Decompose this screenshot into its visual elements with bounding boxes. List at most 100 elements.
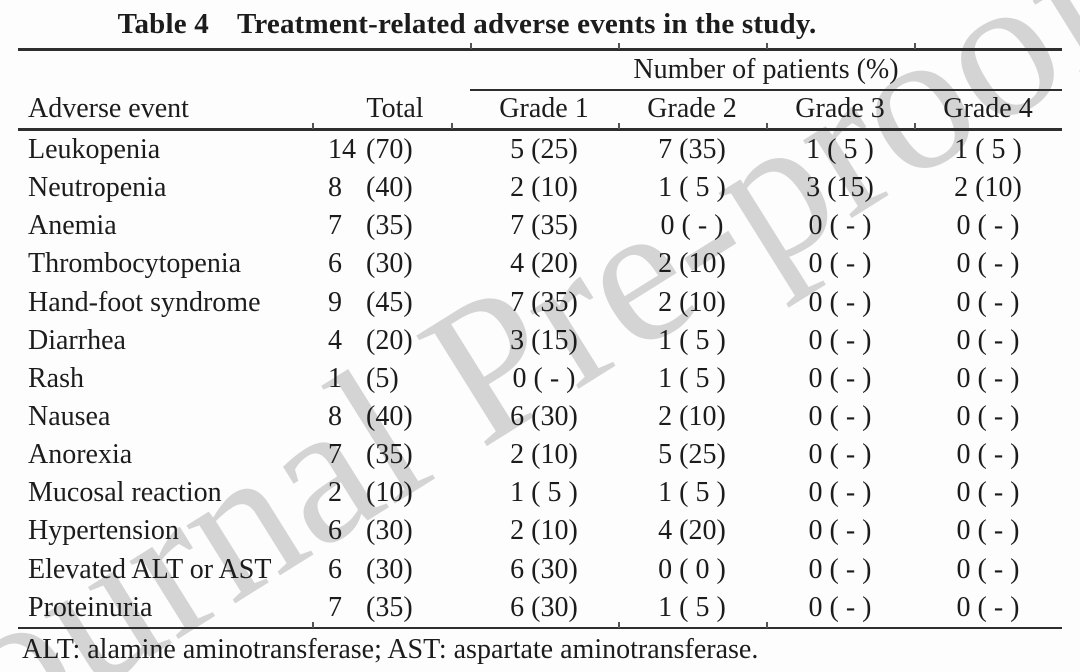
- grade-4-cell: 0 ( - ): [956, 248, 1020, 280]
- total-percent: (30): [366, 515, 413, 547]
- grade-2-cell: 0 ( 0 ): [658, 553, 726, 585]
- grade-1-cell: 2 (10): [510, 439, 578, 471]
- column-tick: [914, 43, 916, 49]
- table-row: Nausea 8 (40) 6 (30) 2 (10) 0 ( - ) 0 ( - ): [18, 398, 1062, 436]
- grade-2-cell: 1 ( 5 ): [658, 172, 726, 204]
- grade-3-cell: 0 ( - ): [808, 477, 872, 509]
- adverse-event-cell: Mucosal reaction: [28, 477, 222, 509]
- total-percent: (45): [366, 286, 413, 318]
- grade-4-cell: 1 ( 5 ): [954, 134, 1022, 165]
- table-row: Anemia 7 (35) 7 (35) 0 ( - ) 0 ( - ) 0 ( - ): [18, 207, 1062, 245]
- grade-1-cell: 3 (15): [510, 324, 578, 356]
- total-percent: (40): [366, 400, 413, 432]
- column-tick: [618, 123, 620, 129]
- grade-1-cell: 6 (30): [510, 591, 578, 623]
- grade-1-cell: 6 (30): [510, 553, 578, 585]
- grade-2-cell: 5 (25): [658, 439, 726, 471]
- grade-1-cell: 2 (10): [510, 172, 578, 204]
- grade-3-cell: 3 (15): [806, 172, 874, 204]
- total-count: 7: [328, 591, 342, 623]
- adverse-event-cell: Thrombocytopenia: [28, 248, 242, 280]
- column-tick: [766, 123, 768, 129]
- grade-2-cell: 2 (10): [658, 286, 726, 318]
- table-number: Table 4: [117, 8, 209, 40]
- total-count: 4: [328, 324, 342, 356]
- column-tick: [766, 43, 768, 49]
- total-count: 7: [328, 210, 342, 242]
- table-title: Table 4 Treatment-related adverse events …: [0, 8, 1080, 41]
- grade-2-cell: 1 ( 5 ): [658, 324, 726, 356]
- total-count: 6: [328, 248, 342, 280]
- total-percent: (5): [366, 362, 399, 394]
- total-percent: (70): [366, 134, 413, 165]
- column-tick: [914, 123, 916, 129]
- grade-3-cell: 0 ( - ): [808, 362, 872, 394]
- table-caption: Treatment-related adverse events in the …: [236, 8, 817, 40]
- grade-4-cell: 0 ( - ): [956, 400, 1020, 432]
- table-row: Leukopenia 14 (70) 5 (25) 7 (35) 1 ( 5 ) 1 ( 5…: [18, 131, 1062, 169]
- total-percent: (30): [366, 553, 413, 585]
- grade-3-cell: 0 ( - ): [808, 324, 872, 356]
- total-cell: 7 (35): [320, 436, 470, 474]
- total-cell: 7 (35): [320, 589, 470, 627]
- total-count: 9: [328, 286, 342, 318]
- grade-1-cell: 0 ( - ): [512, 362, 576, 394]
- total-count: 6: [328, 515, 342, 547]
- grade-1-cell: 2 (10): [510, 515, 578, 547]
- grade-2-cell: 2 (10): [658, 248, 726, 280]
- grade-4-cell: 0 ( - ): [956, 439, 1020, 471]
- grade-2-cell: 1 ( 5 ): [658, 362, 726, 394]
- table-row: Diarrhea 4 (20) 3 (15) 1 ( 5 ) 0 ( - ) 0 ( - ): [18, 322, 1062, 360]
- col-header-adverse-event: Adverse event: [28, 93, 189, 124]
- table-row: Thrombocytopenia 6 (30) 4 (20) 2 (10) 0 ( - )…: [18, 245, 1062, 283]
- total-count: 14: [328, 134, 356, 165]
- total-percent: (10): [366, 477, 413, 509]
- grade-3-cell: 0 ( - ): [808, 439, 872, 471]
- grade-2-cell: 7 (35): [658, 134, 726, 165]
- grade-2-cell: 1 ( 5 ): [658, 477, 726, 509]
- total-count: 2: [328, 477, 342, 509]
- grade-4-cell: 0 ( - ): [956, 553, 1020, 585]
- spanner-header: Number of patients (%): [470, 52, 1062, 91]
- total-cell: 6 (30): [320, 551, 470, 589]
- col-header-grade-2: Grade 2: [647, 93, 737, 124]
- grade-1-cell: 4 (20): [510, 248, 578, 280]
- table-row: Rash 1 (5) 0 ( - ) 1 ( 5 ) 0 ( - ) 0 ( - ): [18, 360, 1062, 398]
- total-cell: 2 (10): [320, 474, 470, 512]
- grade-1-cell: 5 (25): [510, 134, 578, 165]
- col-header-grade-1: Grade 1: [499, 93, 589, 124]
- column-tick: [766, 622, 768, 628]
- adverse-event-cell: Neutropenia: [28, 172, 167, 204]
- grade-3-cell: 0 ( - ): [808, 553, 872, 585]
- total-percent: (20): [366, 324, 413, 356]
- adverse-event-cell: Proteinuria: [28, 591, 153, 623]
- adverse-event-cell: Elevated ALT or AST: [28, 553, 272, 585]
- grade-1-cell: 7 (35): [510, 286, 578, 318]
- grade-4-cell: 0 ( - ): [956, 210, 1020, 242]
- column-tick: [312, 123, 314, 129]
- table-row: Mucosal reaction 2 (10) 1 ( 5 ) 1 ( 5 ) 0 ( -…: [18, 474, 1062, 512]
- total-cell: 8 (40): [320, 398, 470, 436]
- total-percent: (35): [366, 591, 413, 623]
- grade-3-cell: 0 ( - ): [808, 286, 872, 318]
- grade-2-cell: 0 ( - ): [660, 210, 724, 242]
- grade-4-cell: 0 ( - ): [956, 515, 1020, 547]
- grade-2-cell: 1 ( 5 ): [658, 591, 726, 623]
- total-cell: 14 (70): [320, 131, 470, 169]
- grade-4-cell: 0 ( - ): [956, 477, 1020, 509]
- grade-4-cell: 0 ( - ): [956, 324, 1020, 356]
- table-row: Elevated ALT or AST 6 (30) 6 (30) 0 ( 0 ) 0 (…: [18, 551, 1062, 589]
- grade-2-cell: 2 (10): [658, 400, 726, 432]
- column-tick: [618, 43, 620, 49]
- total-percent: (40): [366, 172, 413, 204]
- total-count: 6: [328, 553, 342, 585]
- adverse-event-cell: Nausea: [28, 400, 111, 432]
- grade-1-cell: 1 ( 5 ): [510, 477, 578, 509]
- total-percent: (35): [366, 439, 413, 471]
- grade-4-cell: 0 ( - ): [956, 591, 1020, 623]
- table-row: Hypertension 6 (30) 2 (10) 4 (20) 0 ( - ) 0 ( …: [18, 512, 1062, 550]
- grade-1-cell: 7 (35): [510, 210, 578, 242]
- adverse-event-cell: Anorexia: [28, 439, 133, 471]
- grade-3-cell: 0 ( - ): [808, 210, 872, 242]
